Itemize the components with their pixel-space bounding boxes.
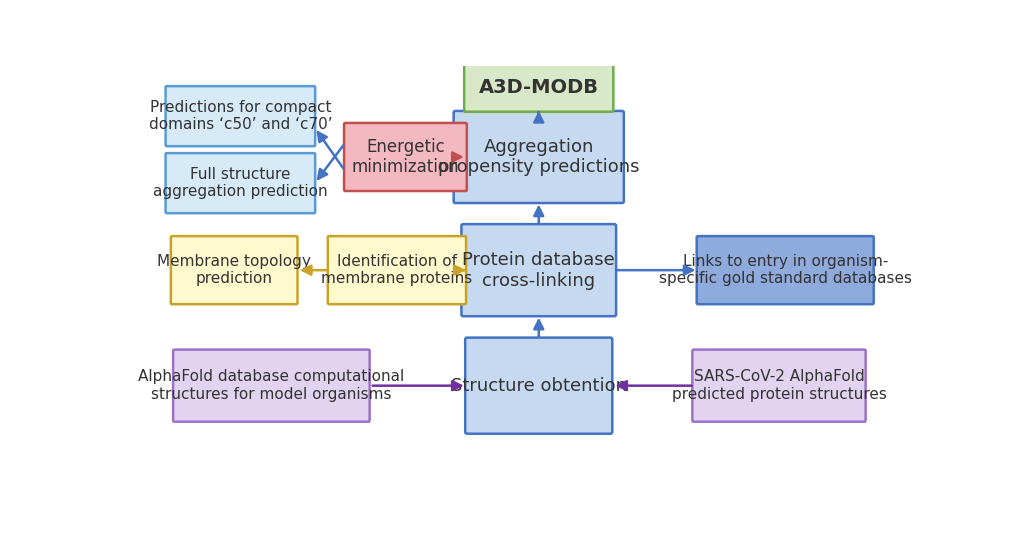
- FancyBboxPatch shape: [173, 350, 370, 422]
- Text: Links to entry in organism-
specific gold standard databases: Links to entry in organism- specific gol…: [658, 254, 911, 287]
- FancyBboxPatch shape: [344, 123, 467, 191]
- FancyBboxPatch shape: [171, 236, 298, 304]
- Text: Energetic
minimization: Energetic minimization: [351, 138, 459, 176]
- Text: AlphaFold database computational
structures for model organisms: AlphaFold database computational structu…: [138, 370, 404, 402]
- FancyBboxPatch shape: [454, 111, 624, 203]
- Text: Structure obtention: Structure obtention: [451, 377, 627, 395]
- FancyBboxPatch shape: [462, 224, 616, 316]
- FancyBboxPatch shape: [696, 236, 873, 304]
- Text: A3D-MODB: A3D-MODB: [479, 78, 599, 97]
- FancyBboxPatch shape: [692, 350, 865, 422]
- FancyBboxPatch shape: [464, 64, 613, 112]
- Text: Protein database
cross-linking: Protein database cross-linking: [463, 251, 615, 290]
- FancyBboxPatch shape: [166, 153, 315, 213]
- FancyBboxPatch shape: [465, 338, 612, 434]
- Text: Identification of
membrane proteins: Identification of membrane proteins: [322, 254, 472, 287]
- Text: SARS-CoV-2 AlphaFold
predicted protein structures: SARS-CoV-2 AlphaFold predicted protein s…: [672, 370, 887, 402]
- Text: Aggregation
propensity predictions: Aggregation propensity predictions: [438, 138, 640, 176]
- Text: Full structure
aggregation prediction: Full structure aggregation prediction: [153, 167, 328, 199]
- Text: Predictions for compact
domains ‘c50’ and ‘c70’: Predictions for compact domains ‘c50’ an…: [148, 100, 332, 132]
- Text: Membrane topology
prediction: Membrane topology prediction: [158, 254, 311, 287]
- FancyBboxPatch shape: [328, 236, 466, 304]
- FancyBboxPatch shape: [166, 86, 315, 146]
